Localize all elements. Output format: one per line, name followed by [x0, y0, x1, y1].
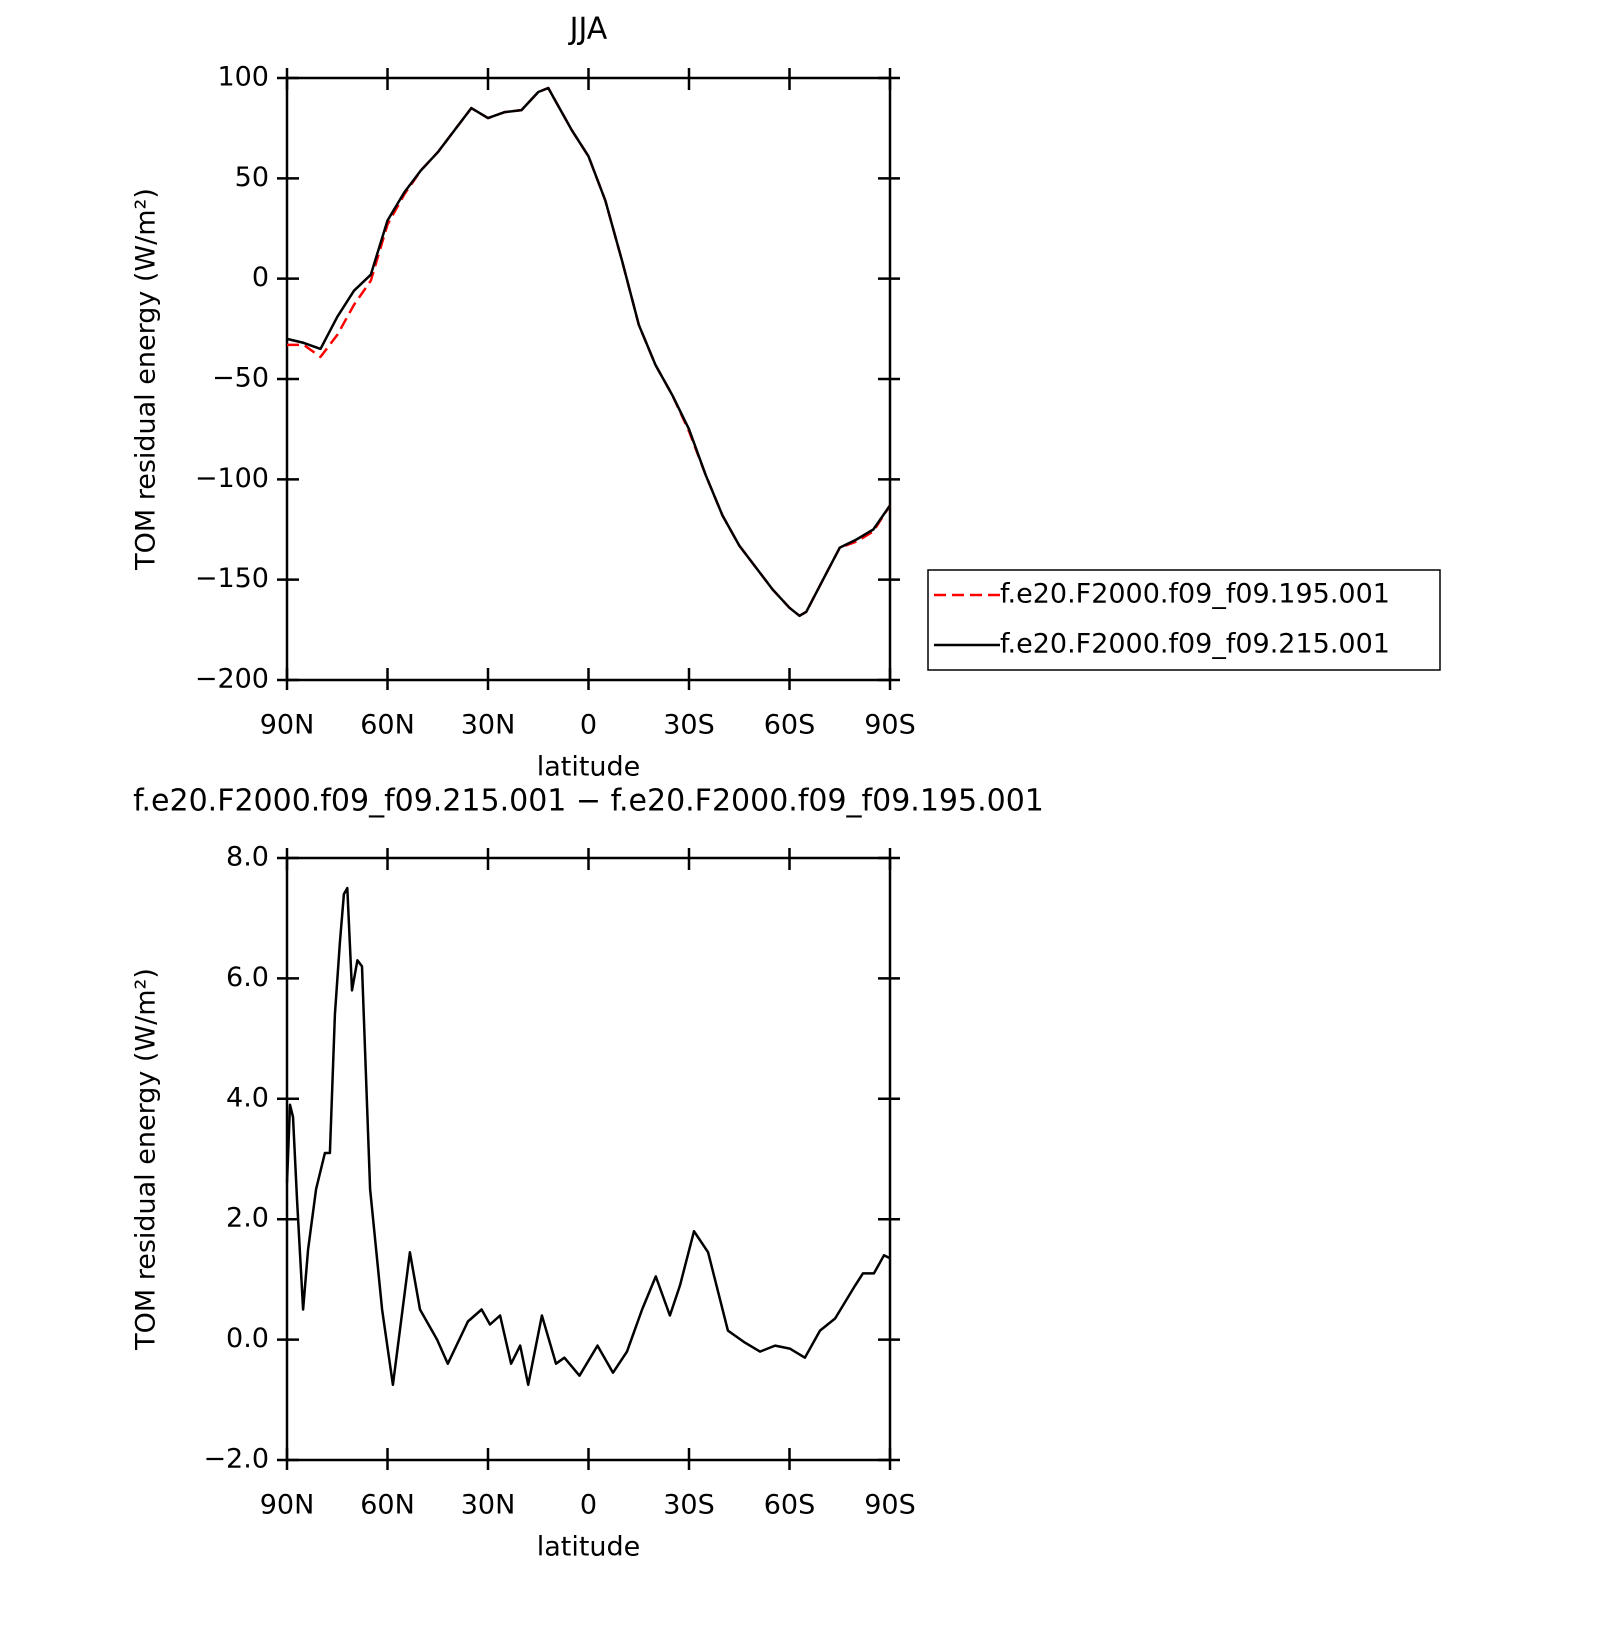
y-tick-label: 8.0: [226, 842, 269, 873]
x-tick-label: 90N: [260, 710, 315, 741]
chart-title: JJA: [568, 12, 608, 47]
y-tick-label: −50: [212, 363, 269, 394]
legend-label: f.e20.F2000.f09_f09.215.001: [1000, 629, 1390, 660]
x-tick-label: 90N: [260, 1490, 315, 1521]
legend-box: [927, 569, 1441, 671]
x-tick-label: 0: [580, 1490, 597, 1521]
y-tick-label: 2.0: [226, 1203, 269, 1234]
y-tick-label: 100: [217, 62, 269, 93]
x-tick-label: 60N: [360, 1490, 415, 1521]
y-tick-label: 0: [252, 262, 269, 293]
plot-frame: [285, 76, 892, 682]
y-tick-label: 6.0: [226, 962, 269, 993]
y-tick-label: −2.0: [203, 1444, 269, 1475]
x-tick-label: 60S: [764, 710, 816, 741]
data-line: [287, 86, 892, 618]
x-tick-label: 30N: [461, 710, 516, 741]
plot-frame: [285, 856, 892, 1462]
x-tick-label: 60N: [360, 710, 415, 741]
y-tick-label: −150: [195, 563, 269, 594]
y-tick-label: −100: [195, 463, 269, 494]
x-axis-label: latitude: [537, 1532, 641, 1563]
x-tick-label: 90S: [864, 1490, 916, 1521]
legend-label: f.e20.F2000.f09_f09.195.001: [1000, 579, 1390, 610]
x-tick-label: 0: [580, 710, 597, 741]
y-axis-label: TOM residual energy (W/m²): [131, 188, 162, 571]
y-axis-label: TOM residual energy (W/m²): [131, 968, 162, 1351]
y-tick-label: 50: [235, 162, 269, 193]
x-tick-label: 90S: [864, 710, 916, 741]
y-tick-label: −200: [195, 664, 269, 695]
x-tick-label: 30S: [663, 710, 715, 741]
x-axis-label: latitude: [537, 752, 641, 783]
y-tick-label: 0.0: [226, 1323, 269, 1354]
x-tick-label: 30N: [461, 1490, 516, 1521]
y-tick-label: 4.0: [226, 1082, 269, 1113]
data-line: [285, 886, 891, 1387]
chart-title: f.e20.F2000.f09_f09.215.001 − f.e20.F200…: [133, 784, 1044, 819]
x-tick-label: 30S: [663, 1490, 715, 1521]
x-tick-label: 60S: [764, 1490, 816, 1521]
data-line: [286, 86, 892, 618]
